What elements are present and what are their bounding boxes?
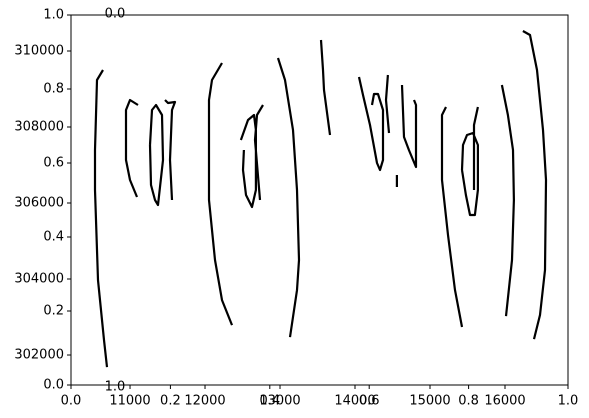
y-tick-label: 0.2: [43, 304, 64, 319]
y-tick-label: 308000: [14, 119, 64, 134]
y-tick-label: 306000: [14, 196, 64, 211]
x-tick-label: 0.4: [259, 394, 280, 409]
x-tick-label: 0.2: [160, 394, 181, 409]
y-tick-label: 304000: [14, 272, 64, 287]
x-tick-label: 11000: [109, 394, 150, 409]
y-tick-label: 0.6: [43, 156, 64, 171]
plot-frame: [70, 14, 569, 386]
x-tick-label: 0.8: [458, 394, 479, 409]
x-tick-label: 16000: [484, 394, 525, 409]
x-tick-label: 1.0: [558, 394, 579, 409]
x-tick-label: 12000: [184, 394, 225, 409]
y-tick-label: 0.0: [43, 378, 64, 393]
y-tick-label: 0.8: [43, 82, 64, 97]
annotation: 0.0: [105, 7, 126, 22]
x-tick-label: 0.0: [61, 394, 82, 409]
line: [93, 30, 548, 368]
y-tick-label: 1.0: [43, 8, 64, 23]
x-tick-label: 13000: [259, 394, 300, 409]
x-tick-label: 15000: [409, 394, 450, 409]
x-tick-label: 14000: [334, 394, 375, 409]
x-tick-label: 0.6: [359, 394, 380, 409]
annotation: 1.0: [105, 380, 126, 395]
y-tick-label: 302000: [14, 348, 64, 363]
y-tick-label: 310000: [14, 43, 64, 58]
y-tick-label: 0.4: [43, 230, 64, 245]
